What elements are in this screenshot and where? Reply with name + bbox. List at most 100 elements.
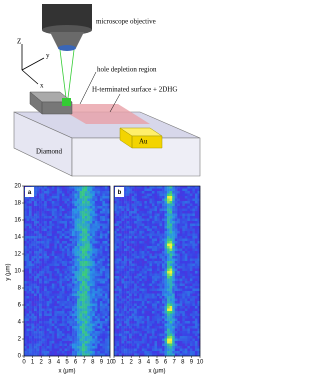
map-pixel: [36, 218, 40, 222]
map-pixel: [56, 251, 60, 254]
map-pixel: [69, 228, 73, 232]
map-pixel: [124, 198, 127, 202]
map-pixel: [61, 206, 65, 209]
map-pixel: [151, 238, 155, 242]
map-pixel: [26, 236, 30, 239]
map-pixel: [31, 208, 35, 212]
map-pixel: [82, 283, 85, 287]
map-pixel: [104, 203, 108, 207]
map-pixel: [67, 281, 70, 284]
map-pixel: [134, 301, 137, 304]
map-pixel: [169, 311, 173, 314]
map-pixel: [59, 231, 63, 234]
map-pixel: [131, 348, 135, 352]
y-tick-label: 20: [14, 184, 21, 190]
map-pixel: [51, 326, 55, 329]
map-pixel: [72, 346, 75, 349]
map-pixel: [119, 318, 122, 322]
map-pixel: [179, 276, 183, 279]
map-pixel: [197, 336, 201, 339]
map-pixel: [41, 331, 45, 334]
map-pixel: [64, 241, 68, 244]
map-pixel: [49, 228, 53, 232]
map-pixel: [119, 276, 122, 279]
map-pixel: [154, 283, 158, 287]
map-pixel: [72, 283, 75, 287]
map-pixel: [174, 343, 178, 347]
map-pixel: [184, 268, 188, 272]
map-pixel: [187, 248, 191, 252]
map-pixel: [194, 318, 198, 322]
map-pixel: [79, 223, 83, 227]
map-pixel: [87, 236, 90, 239]
map-pixel: [44, 331, 47, 334]
map-pixel: [136, 338, 140, 342]
map-pixel: [31, 231, 35, 234]
map-pixel: [172, 326, 175, 329]
map-pixel: [94, 268, 98, 272]
map-pixel: [157, 293, 160, 297]
map-pixel: [41, 318, 45, 322]
map-pixel: [46, 186, 50, 189]
map-pixel: [102, 248, 106, 252]
map-pixel: [67, 226, 70, 229]
map-pixel: [24, 353, 27, 357]
map-pixel: [182, 343, 186, 347]
map-pixel: [162, 308, 165, 312]
map-pixel: [192, 288, 196, 292]
map-pixel: [69, 343, 73, 347]
map-pixel: [69, 273, 73, 277]
map-pixel: [61, 288, 65, 292]
map-pixel: [187, 246, 191, 249]
map-pixel: [51, 221, 55, 224]
map-pixel: [56, 243, 60, 247]
map-pixel: [24, 283, 27, 287]
map-pixel: [164, 248, 168, 252]
map-pixel: [44, 301, 47, 304]
map-pixel: [54, 271, 58, 274]
map-pixel: [119, 313, 122, 317]
map-pixel: [79, 266, 83, 269]
map-pixel: [124, 288, 127, 292]
map-pixel: [92, 221, 96, 224]
map-pixel: [39, 243, 42, 247]
map-pixel: [46, 193, 50, 197]
map-pixel: [89, 228, 93, 232]
y-tick-label: 6: [18, 303, 22, 309]
map-pixel: [99, 308, 103, 312]
map-pixel: [134, 346, 137, 349]
map-pixel: [46, 231, 50, 234]
map-pixel: [39, 256, 42, 259]
map-pixel: [139, 341, 143, 344]
map-pixel: [107, 291, 111, 294]
map-pixel: [144, 348, 148, 352]
map-pixel: [197, 303, 201, 307]
map-pixel: [36, 216, 40, 219]
map-pixel: [157, 231, 160, 234]
map-pixel: [187, 276, 191, 279]
map-pixel: [67, 251, 70, 254]
map-pixel: [124, 271, 127, 274]
map-pixel: [134, 333, 137, 337]
map-pixel: [141, 248, 145, 252]
map-pixel: [174, 218, 178, 222]
map-pixel: [139, 291, 143, 294]
map-pixel: [82, 231, 85, 234]
map-pixel: [39, 288, 42, 292]
map-pixel: [124, 253, 127, 257]
map-pixel: [36, 286, 40, 289]
map-pixel: [124, 228, 127, 232]
map-pixel: [184, 331, 188, 334]
map-pixel: [97, 231, 101, 234]
map-pixel: [89, 223, 93, 227]
map-pixel: [139, 236, 143, 239]
map-pixel: [61, 276, 65, 279]
map-pixel: [82, 226, 85, 229]
map-pixel: [134, 188, 137, 192]
map-pixel: [114, 333, 117, 337]
map-pixel: [102, 186, 106, 189]
map-pixel: [99, 328, 103, 332]
map-pixel: [139, 251, 143, 254]
map-pixel: [151, 298, 155, 302]
map-pixel: [51, 291, 55, 294]
